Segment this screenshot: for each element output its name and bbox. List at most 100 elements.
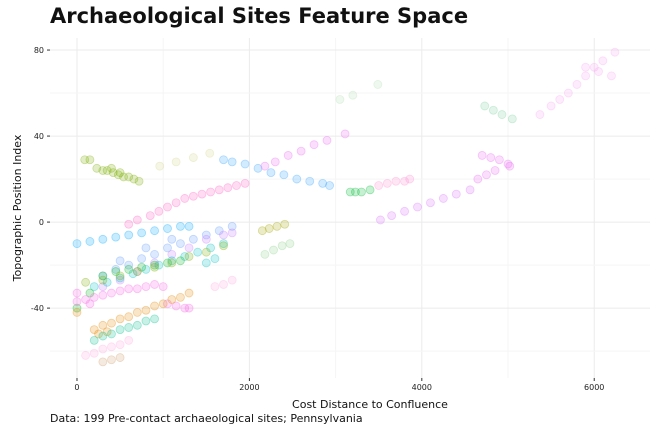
data-point [137, 254, 147, 264]
data-point [206, 187, 216, 197]
data-point [72, 239, 82, 248]
data-point [124, 312, 134, 322]
data-point [283, 151, 293, 160]
data-point [85, 288, 95, 298]
data-point [589, 62, 599, 72]
data-point [107, 163, 116, 173]
data-point [167, 256, 177, 266]
data-point [89, 348, 99, 358]
data-point [81, 277, 91, 287]
data-point [555, 95, 565, 104]
data-point [197, 189, 207, 199]
data-point [594, 67, 603, 76]
data-point [607, 71, 616, 81]
data-point [154, 260, 164, 270]
data-point [488, 105, 498, 115]
data-point [309, 140, 319, 150]
data-point [240, 159, 250, 169]
data-point [98, 357, 108, 367]
data-point [134, 176, 144, 186]
data-point [89, 282, 99, 292]
data-point [72, 308, 82, 317]
data-point [124, 335, 134, 345]
data-point [141, 305, 151, 315]
data-point [150, 249, 159, 259]
data-point [438, 194, 448, 203]
data-point [111, 267, 121, 276]
data-point [180, 303, 190, 313]
chart-caption: Data: 199 Pre-contact archaeological sit… [50, 412, 363, 425]
data-point [155, 161, 165, 171]
data-point [219, 239, 228, 248]
data-point [124, 230, 134, 240]
data-point [163, 258, 172, 268]
data-point [81, 351, 91, 360]
data-point [227, 228, 237, 238]
data-point [382, 178, 392, 188]
data-point [400, 206, 409, 216]
data-point [85, 237, 95, 246]
data-point [98, 282, 108, 292]
data-point [167, 295, 177, 304]
data-point [184, 252, 194, 261]
data-point [219, 241, 228, 251]
y-tick-label: 40 [34, 132, 44, 141]
data-point [351, 187, 360, 197]
data-point [115, 314, 125, 324]
data-point [150, 314, 159, 324]
data-point [318, 178, 328, 188]
data-point [188, 153, 198, 162]
data-point [132, 284, 142, 294]
data-point [92, 163, 102, 173]
data-point [188, 191, 198, 201]
data-point [163, 243, 172, 253]
data-point [563, 88, 573, 98]
data-point [128, 269, 138, 279]
data-point [167, 234, 177, 244]
data-point [98, 275, 108, 285]
data-point [132, 320, 142, 330]
data-point [150, 258, 159, 268]
data-point [132, 308, 142, 317]
chart-title: Archaeological Sites Feature Space [50, 4, 469, 28]
data-point [180, 252, 190, 261]
data-point [387, 211, 397, 221]
data-point [107, 355, 116, 365]
data-point [227, 157, 237, 167]
data-point [272, 221, 282, 231]
data-point [205, 148, 215, 158]
y-tick-label: -40 [31, 304, 44, 313]
data-point [132, 267, 142, 276]
data-point [227, 275, 237, 285]
data-point [163, 224, 172, 233]
data-point [141, 243, 151, 253]
data-point [158, 282, 168, 292]
data-point [373, 80, 383, 89]
data-point [137, 262, 147, 272]
data-point [111, 232, 121, 242]
data-point [98, 344, 108, 354]
data-point [376, 215, 385, 225]
data-point [85, 299, 95, 309]
data-point [176, 239, 185, 248]
data-point [98, 331, 108, 341]
data-point [201, 258, 211, 268]
data-point [167, 258, 177, 268]
data-point [270, 157, 280, 167]
data-point [292, 174, 302, 184]
data-point [154, 206, 164, 216]
data-point [219, 230, 228, 240]
data-point [113, 170, 123, 180]
data-point [81, 295, 91, 304]
data-point [72, 288, 82, 298]
data-point [482, 170, 491, 180]
x-axis-label: Cost Distance to Confluence [292, 398, 448, 411]
data-point [581, 62, 591, 72]
data-point [260, 161, 270, 171]
data-point [269, 245, 278, 255]
data-point [102, 277, 112, 287]
data-point [124, 219, 134, 229]
data-point [210, 282, 220, 292]
data-point [150, 280, 159, 289]
